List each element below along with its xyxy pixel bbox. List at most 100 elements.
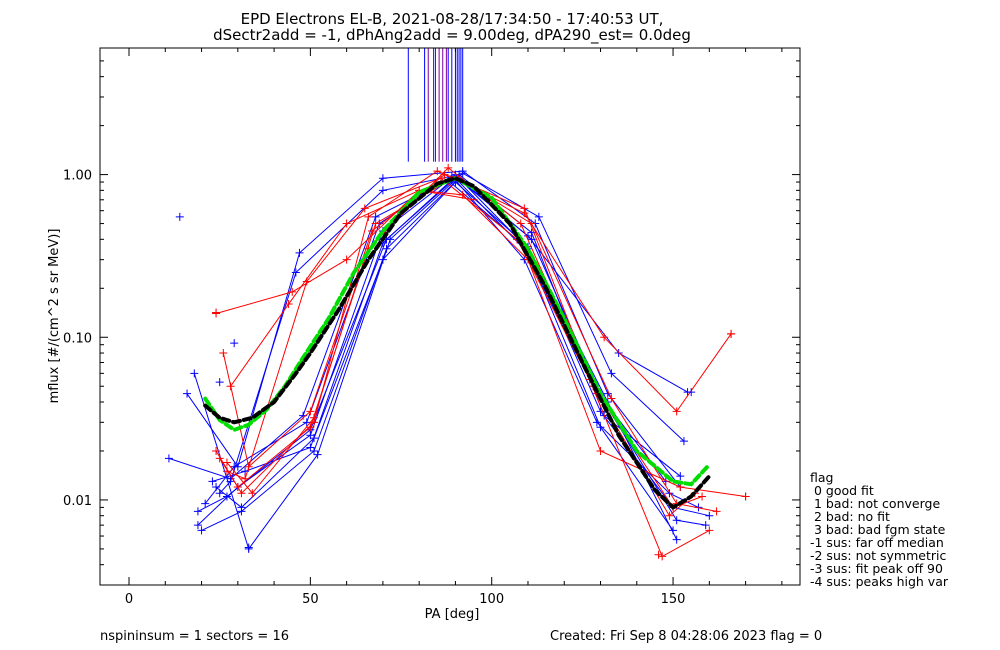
- fit-line-black: [203, 176, 712, 510]
- data-point: [230, 339, 239, 348]
- data-point: [212, 446, 221, 455]
- data-point: [679, 437, 688, 446]
- series-line: [215, 181, 678, 540]
- data-point: [705, 526, 714, 535]
- data-point: [371, 212, 380, 221]
- series-15: [222, 172, 721, 516]
- legend-item: -1 sus: far off median: [810, 535, 944, 550]
- data-point: [378, 186, 387, 195]
- data-point: [201, 499, 210, 508]
- data-point: [440, 170, 449, 179]
- data-point: [309, 413, 318, 422]
- series-line: [193, 172, 685, 550]
- data-point: [607, 369, 616, 378]
- data-point: [614, 349, 623, 358]
- data-point: [237, 489, 246, 498]
- data-point: [672, 535, 681, 544]
- legend-item: 3 bad: bad fgm state: [810, 522, 946, 537]
- data-point: [208, 477, 217, 486]
- data-point: [248, 489, 257, 498]
- data-point: [190, 369, 199, 378]
- x-tick-label: 100: [479, 592, 504, 607]
- y-tick-label: 0.10: [63, 331, 92, 346]
- data-point: [600, 333, 609, 342]
- data-point: [291, 268, 300, 277]
- series-16: [226, 186, 478, 391]
- chart-subtitle: dSectr2add = -1, dPhAng2add = 9.00deg, d…: [213, 26, 691, 45]
- data-point: [741, 492, 750, 501]
- data-point: [193, 521, 202, 530]
- data-point: [596, 423, 605, 432]
- data-point: [698, 492, 707, 501]
- data-point: [244, 462, 253, 471]
- data-point: [433, 167, 442, 176]
- data-point: [516, 219, 525, 228]
- data-point: [676, 472, 685, 481]
- data-point: [215, 378, 224, 387]
- data-point: [342, 255, 351, 264]
- data-point: [523, 231, 532, 240]
- data-point: [534, 212, 543, 221]
- series-2: [201, 172, 703, 512]
- series-9: [215, 170, 685, 498]
- data-point: [687, 388, 696, 397]
- data-point: [175, 212, 184, 221]
- data-point: [309, 434, 318, 443]
- data-point: [237, 503, 246, 512]
- data-point: [342, 219, 351, 228]
- data-point: [295, 248, 304, 257]
- data-point: [212, 483, 221, 492]
- series-line: [222, 174, 732, 468]
- data-point: [306, 407, 315, 416]
- data-point: [360, 204, 369, 213]
- data-point: [215, 489, 224, 498]
- legend-item: -4 sus: peaks high var: [810, 574, 949, 589]
- data-point: [233, 483, 242, 492]
- data-point: [672, 407, 681, 416]
- legend-item: flag: [810, 470, 833, 485]
- series-line: [197, 177, 674, 531]
- data-point: [222, 467, 231, 476]
- data-point: [164, 454, 173, 463]
- data-point: [222, 492, 231, 501]
- series-7: [193, 174, 678, 535]
- series-line: [219, 167, 703, 509]
- data-point: [469, 195, 478, 204]
- data-point: [284, 300, 293, 309]
- data-point: [244, 543, 253, 552]
- data-point: [226, 382, 235, 391]
- data-point: [212, 308, 221, 317]
- footer-right: Created: Fri Sep 8 04:28:06 2023 flag = …: [550, 629, 822, 644]
- legend-item: 2 bad: no fit: [810, 509, 890, 524]
- data-point: [222, 458, 231, 467]
- series-14: [219, 170, 736, 471]
- data-point: [607, 394, 616, 403]
- y-axis: 0.01 0.10 1.00: [63, 47, 800, 586]
- y-tick-label: 1.00: [63, 169, 92, 184]
- footer-left: nspininsum = 1 sectors = 16: [100, 629, 289, 644]
- data-point: [378, 174, 387, 183]
- series-1: [197, 174, 710, 535]
- data-point: [665, 489, 674, 498]
- data-point: [288, 287, 297, 296]
- data-point: [701, 521, 710, 530]
- data-point: [665, 511, 674, 520]
- data-point: [302, 418, 311, 427]
- data-point: [306, 423, 315, 432]
- series-13: [212, 186, 750, 501]
- series-4: [183, 167, 685, 492]
- x-tick-label: 150: [661, 592, 686, 607]
- data-point: [527, 219, 536, 228]
- series-line: [215, 189, 746, 497]
- data-point: [658, 552, 667, 561]
- data-layer: [164, 48, 750, 561]
- x-axis: 0 50 100 150: [125, 48, 783, 607]
- data-point: [183, 389, 192, 398]
- data-point: [458, 169, 467, 178]
- data-point: [226, 477, 235, 486]
- legend-item: 1 bad: not converge: [810, 496, 940, 511]
- data-point: [727, 329, 736, 338]
- data-point: [705, 511, 714, 520]
- series-5: [190, 169, 688, 553]
